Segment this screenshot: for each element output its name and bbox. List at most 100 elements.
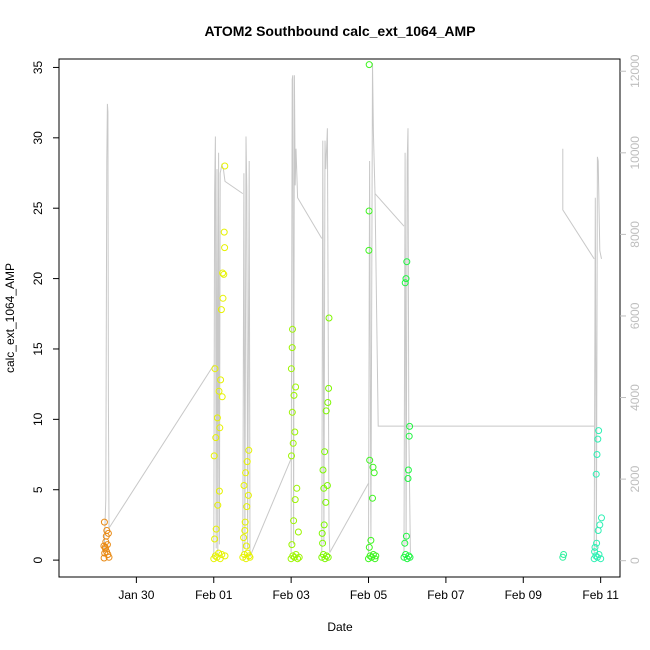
data-point-1-23 (219, 269, 227, 277)
data-point-8-13 (598, 514, 605, 522)
data-point-6-10 (401, 279, 409, 287)
altitude-line-segment-9 (374, 193, 595, 427)
data-point-8-4 (597, 555, 605, 563)
data-point-4-9 (319, 466, 327, 474)
y-axis: 0 5 10 15 20 25 30 35 (31, 60, 59, 563)
data-point-4-12 (324, 399, 332, 406)
data-point-6-8 (405, 432, 413, 440)
data-point-2-5 (240, 534, 248, 542)
data-point-4-13 (325, 384, 333, 392)
data-point-3-11 (291, 428, 299, 436)
data-point-0-9 (103, 541, 111, 549)
data-point-2-6 (241, 518, 249, 526)
x-tick-label-6: Feb 11 (582, 588, 619, 602)
data-point-1-14 (211, 365, 219, 373)
y2-tick-label-4: 8000 (628, 221, 642, 248)
y2-tick-label-0: 0 (628, 557, 642, 564)
data-point-1-20 (221, 244, 229, 252)
x-tick-label-4: Feb 07 (427, 588, 465, 602)
data-point-2-10 (242, 469, 250, 477)
data-point-3-8 (293, 484, 301, 492)
data-point-7-0 (559, 553, 567, 561)
data-point-1-25 (216, 424, 224, 432)
data-point-1-24 (221, 552, 229, 560)
y-tick-label-2: 10 (31, 412, 45, 426)
x-tick-label-0: Jan 30 (118, 588, 154, 602)
x-tick-label-2: Feb 03 (272, 588, 310, 602)
data-point-1-19 (220, 270, 228, 278)
data-point-4-11 (322, 407, 330, 415)
y-tick-label-4: 20 (31, 272, 45, 286)
x-axis: Jan 30 Feb 01 Feb 03 Feb 05 Feb 07 Feb 09 Feb … (118, 577, 619, 602)
data-point-1-10 (210, 452, 218, 460)
data-point-0-11 (104, 529, 112, 537)
y-tick-label-7: 35 (31, 60, 45, 74)
data-point-8-9 (592, 470, 600, 478)
data-point-0-12 (100, 542, 108, 550)
y-tick-label-3: 15 (31, 342, 45, 356)
data-point-2-1 (240, 551, 248, 558)
data-point-3-15 (287, 365, 295, 373)
data-point-6-7 (404, 466, 412, 474)
data-point-5-9 (366, 456, 374, 464)
data-point-3-16 (288, 344, 296, 352)
altitude-line-segment-3 (249, 458, 292, 557)
data-point-2-13 (246, 553, 254, 561)
data-point-0-6 (100, 518, 108, 526)
y-tick-label-0: 0 (31, 556, 45, 563)
data-point-8-11 (594, 435, 602, 443)
data-point-4-14 (325, 314, 333, 322)
data-point-4-6 (320, 521, 328, 529)
data-point-1-11 (212, 434, 220, 442)
data-point-7-1 (560, 551, 568, 558)
data-point-8-6 (593, 539, 601, 547)
altitude-line-layer (103, 63, 602, 557)
data-point-6-9 (406, 422, 414, 430)
data-point-3-5 (288, 541, 296, 549)
data-point-1-16 (218, 393, 226, 401)
scatter-points-layer (100, 61, 605, 563)
data-point-6-6 (404, 475, 412, 482)
data-point-2-14 (241, 527, 249, 534)
data-point-4-3 (323, 552, 331, 560)
x-tick-label-5: Feb 09 (505, 588, 543, 602)
data-point-6-4 (401, 539, 409, 547)
data-point-0-13 (105, 553, 113, 561)
data-point-3-14 (292, 383, 300, 391)
data-point-5-10 (369, 463, 377, 471)
data-point-1-7 (212, 525, 220, 533)
data-point-2-8 (244, 491, 252, 499)
data-point-3-10 (289, 439, 297, 447)
data-point-5-4 (371, 555, 379, 563)
y2-tick-label-2: 4000 (628, 384, 642, 411)
y-tick-label-6: 30 (31, 131, 45, 145)
x-tick-label-1: Feb 01 (195, 588, 233, 602)
data-point-2-9 (240, 482, 248, 489)
data-point-3-7 (291, 496, 299, 504)
data-point-5-14 (372, 552, 380, 560)
x-axis-label: Date (327, 620, 353, 634)
data-point-4-5 (319, 539, 327, 547)
data-point-2-11 (243, 458, 251, 466)
data-point-1-15 (217, 376, 225, 384)
data-point-3-17 (289, 325, 296, 333)
data-point-4-7 (322, 498, 330, 506)
data-point-5-8 (370, 469, 378, 477)
data-point-2-12 (245, 446, 253, 454)
y2-tick-label-3: 6000 (628, 302, 642, 329)
altitude-line-segment-4 (290, 75, 323, 553)
data-point-3-6 (290, 517, 298, 525)
data-point-1-5 (218, 551, 226, 558)
altitude-line-segment-10 (562, 148, 595, 260)
data-point-6-12 (403, 258, 411, 266)
data-point-1-9 (215, 487, 223, 495)
data-point-3-18 (294, 528, 302, 536)
data-point-1-22 (221, 162, 229, 170)
altitude-line-segment-2 (242, 136, 251, 557)
altitude-line-segment-11 (593, 156, 602, 553)
data-point-5-13 (365, 61, 373, 69)
altitude-line-segment-6 (329, 482, 369, 553)
y2-axis: 0 2000 4000 6000 8000 10000 12000 (620, 54, 642, 564)
data-point-1-21 (220, 228, 228, 236)
